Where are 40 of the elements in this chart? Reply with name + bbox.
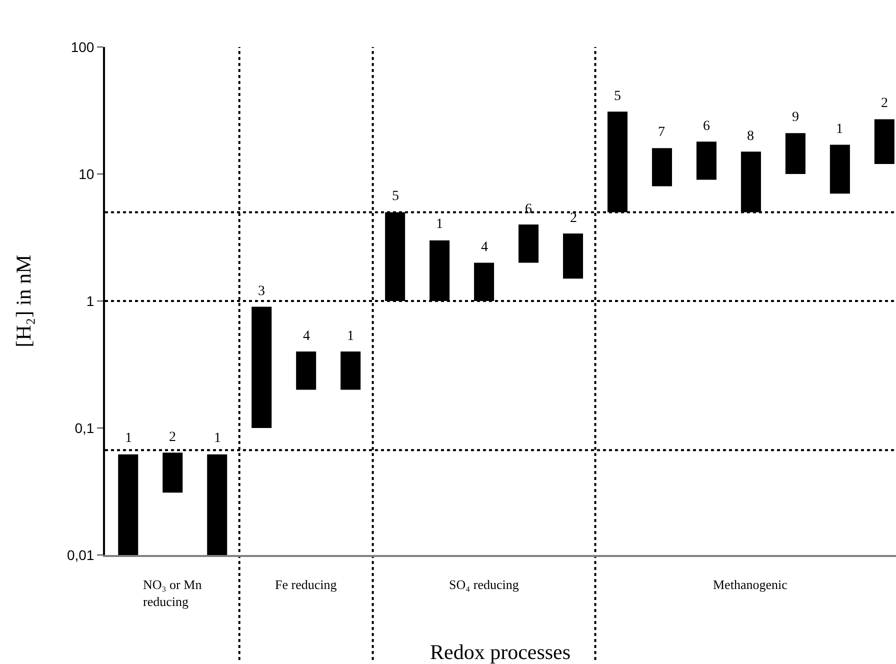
text: SO₄ reducing (449, 577, 520, 592)
bar (518, 224, 539, 263)
y-tick-label: 1 (86, 292, 94, 309)
bar (118, 454, 138, 555)
annotation: 1 (436, 217, 443, 232)
y-tick-label: 10 (78, 166, 94, 182)
y-tick-label: 0,01 (66, 546, 94, 563)
annotation: 3 (258, 284, 265, 299)
annotation: 6 (703, 119, 710, 134)
bar (874, 119, 894, 164)
bar (340, 352, 361, 390)
bar (652, 148, 672, 186)
annotation: 4 (303, 329, 310, 344)
annotation: 8 (747, 129, 754, 144)
y-tick-label: 100 (70, 38, 94, 55)
bar (563, 234, 584, 279)
annotation: 2 (881, 96, 888, 111)
annotation: 4 (481, 240, 488, 255)
annotation: 2 (169, 430, 176, 445)
bar (252, 306, 272, 428)
annotation: 1 (347, 329, 354, 344)
bar (785, 133, 806, 174)
annotation: 1 (214, 431, 221, 446)
bar (830, 144, 850, 194)
annotation: 7 (658, 125, 665, 140)
text: Fe reducing (275, 577, 338, 592)
annotation: 2 (570, 211, 577, 226)
bar (696, 142, 716, 180)
bar (296, 352, 316, 390)
annotation: 5 (392, 189, 399, 204)
text: Methanogenic (713, 577, 788, 592)
annotation: 9 (792, 110, 799, 125)
annotation: 5 (614, 89, 621, 104)
text: NO₃ or Mn reducing (143, 577, 202, 609)
y-tick-label: 0,1 (74, 420, 94, 436)
y-axis-title: [H₂] in nM (12, 254, 36, 348)
annotation: 1 (125, 431, 132, 446)
x-axis-title: Redox processes (430, 640, 571, 664)
annotation: 1 (836, 122, 843, 137)
bar (207, 454, 228, 555)
